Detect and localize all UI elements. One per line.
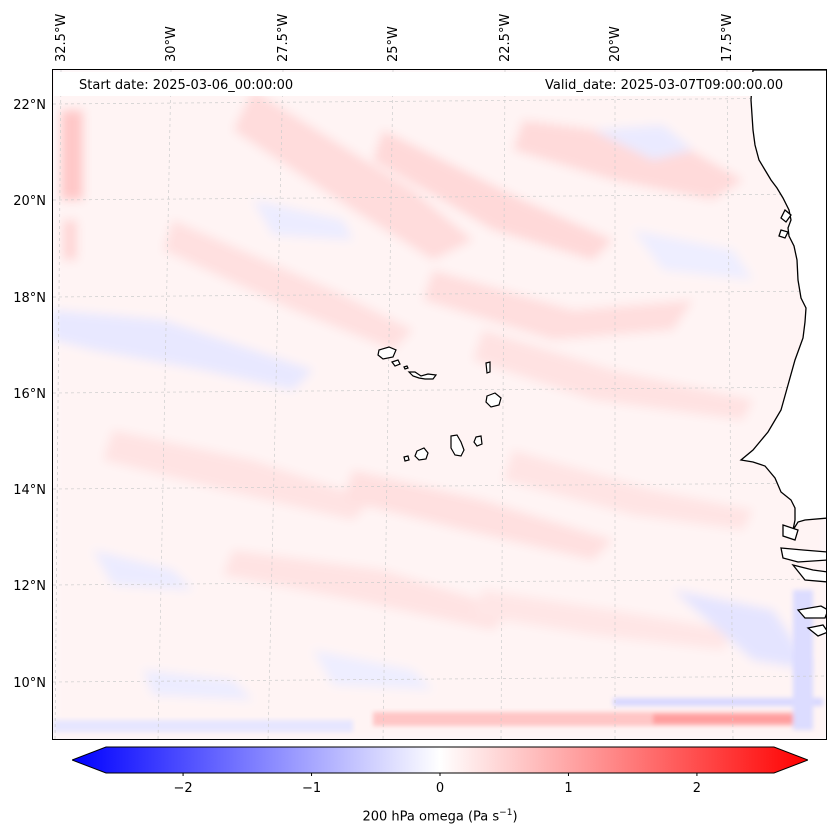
coast-island-b bbox=[778, 229, 789, 239]
lon-label-32-5w: 32.5°W bbox=[54, 13, 69, 62]
coast-island-a bbox=[780, 208, 792, 223]
island-sal bbox=[485, 361, 491, 374]
coast-detail-4 bbox=[796, 605, 826, 619]
lon-label-17-5w: 17.5°W bbox=[720, 13, 735, 62]
colorbar-label: 200 hPa omega (Pa s−1) bbox=[0, 808, 837, 824]
island-maio bbox=[473, 435, 483, 447]
island-sao-vicente bbox=[391, 359, 401, 367]
colorbar-tick-label-0: 0 bbox=[435, 781, 445, 796]
omega-field-map bbox=[53, 70, 826, 739]
colorbar-bar bbox=[72, 746, 808, 774]
island-fogo bbox=[414, 447, 429, 461]
coastline bbox=[739, 70, 826, 637]
cape-verde-islands bbox=[377, 346, 502, 462]
colorbar-label-exponent: −1 bbox=[499, 808, 513, 818]
island-boa-vista bbox=[485, 392, 502, 408]
lat-label-20n: 20°N bbox=[13, 194, 46, 209]
island-santo-antao bbox=[377, 346, 397, 360]
lon-label-22-5w: 22.5°W bbox=[498, 13, 513, 62]
lat-label-22n: 22°N bbox=[13, 98, 46, 113]
colorbar bbox=[72, 746, 808, 776]
start-date-label: Start date: 2025-03-06_00:00:00 bbox=[79, 78, 294, 93]
colorbar-tick-label-2: 2 bbox=[692, 781, 702, 796]
coast-detail-3 bbox=[791, 563, 826, 583]
coast-detail-5 bbox=[806, 624, 826, 637]
lon-label-30w: 30°W bbox=[164, 26, 179, 62]
island-sao-nicolau bbox=[407, 371, 438, 380]
coast-detail-1 bbox=[782, 524, 799, 541]
colorbar-tick-label-neg1: −1 bbox=[301, 781, 322, 796]
lon-label-20w: 20°W bbox=[608, 26, 623, 62]
date-header-band bbox=[54, 72, 825, 96]
valid-date-label: Valid_date: 2025-03-07T09:00:00.00 bbox=[545, 78, 784, 93]
lat-label-14n: 14°N bbox=[13, 483, 46, 498]
map-panel bbox=[52, 69, 827, 740]
island-santiago bbox=[450, 434, 465, 457]
graticule bbox=[53, 70, 826, 739]
lat-label-16n: 16°N bbox=[13, 387, 46, 402]
colorbar-label-text: 200 hPa omega (Pa s bbox=[362, 809, 500, 825]
coast-detail-2 bbox=[780, 547, 826, 563]
colorbar-ticks bbox=[182, 773, 698, 776]
omega-field-shading bbox=[53, 70, 826, 739]
lat-label-12n: 12°N bbox=[13, 579, 46, 594]
island-brava bbox=[403, 455, 410, 462]
colorbar-tick-label-1: 1 bbox=[564, 781, 573, 796]
lat-label-18n: 18°N bbox=[13, 291, 46, 306]
lon-label-25w: 25°W bbox=[386, 26, 401, 62]
colorbar-label-close: ) bbox=[512, 809, 518, 825]
island-santa-luzia bbox=[403, 365, 409, 370]
africa-mainland bbox=[739, 70, 826, 531]
lat-label-10n: 10°N bbox=[13, 676, 46, 691]
lon-label-27-5w: 27.5°W bbox=[276, 13, 291, 62]
colorbar-tick-label-neg2: −2 bbox=[173, 781, 193, 796]
